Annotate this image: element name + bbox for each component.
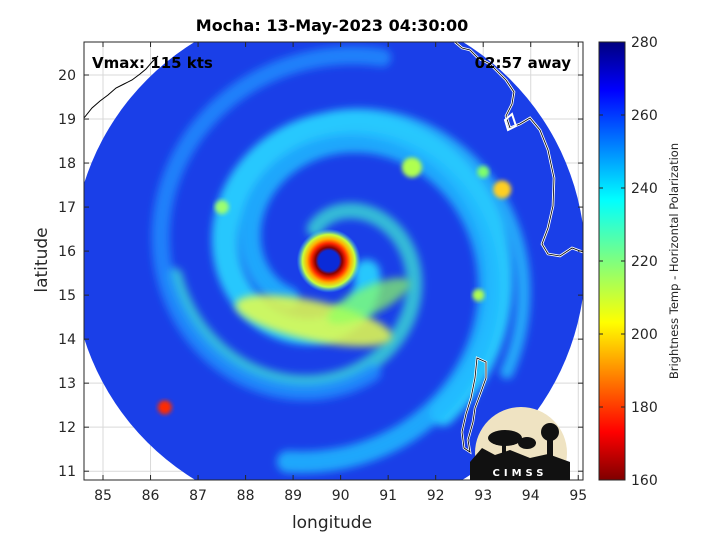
x-tick-label: 87 xyxy=(189,488,207,504)
colorbar: Brightness Temp - Horizontal Polarizatio… xyxy=(598,35,681,489)
convective-cell xyxy=(472,289,485,302)
convective-band xyxy=(327,277,410,324)
coastline-india xyxy=(84,55,159,119)
rain-band xyxy=(238,130,500,474)
vmax-label: Vmax: 115 kts xyxy=(92,54,213,72)
x-tick-label: 85 xyxy=(94,488,112,504)
colorbar-label: Brightness Temp - Horizontal Polarizatio… xyxy=(667,143,681,379)
colorbar-tick-label: 220 xyxy=(631,254,658,270)
convective-cell xyxy=(157,400,172,415)
islands-andaman-outline xyxy=(461,357,487,453)
convective-cell xyxy=(477,165,490,178)
x-tick-label: 89 xyxy=(284,488,302,504)
convective-cell xyxy=(214,200,229,215)
rain-band xyxy=(151,46,392,401)
y-tick-label: 15 xyxy=(58,288,76,304)
colorbar-tick-label: 240 xyxy=(631,181,658,197)
y-tick-label: 19 xyxy=(58,112,76,128)
x-tick-label: 91 xyxy=(379,488,397,504)
colorbar-tick-label: 260 xyxy=(631,108,658,124)
axis-ticks: 85 86 87 88 89 90 91 92 93 94 95 11 12 13 14 15 16 17 18 19… xyxy=(58,42,587,504)
eye xyxy=(318,250,339,271)
y-tick-label: 20 xyxy=(58,68,76,84)
colorbar-tick-label: 280 xyxy=(631,35,658,51)
colorbar-gradient xyxy=(598,41,626,481)
coastlines xyxy=(84,42,583,455)
y-tick-label: 14 xyxy=(58,332,76,348)
axes-frame xyxy=(83,41,584,481)
x-tick-label: 94 xyxy=(522,488,540,504)
y-tick-label: 12 xyxy=(58,420,76,436)
y-tick-label: 16 xyxy=(58,244,76,260)
colorbar-tick-label: 160 xyxy=(631,473,658,489)
convective-band xyxy=(235,295,393,347)
y-tick-label: 13 xyxy=(58,376,76,392)
convective-cell xyxy=(401,157,422,178)
y-tick-label: 17 xyxy=(58,200,76,216)
x-tick-label: 92 xyxy=(427,488,445,504)
x-axis-label: longitude xyxy=(292,513,372,533)
x-tick-label: 95 xyxy=(569,488,587,504)
y-tick-label: 18 xyxy=(58,156,76,172)
colorbar-tick-label: 180 xyxy=(631,400,658,416)
island-small xyxy=(503,112,518,132)
time-away-label: 02:57 away xyxy=(475,54,572,72)
y-axis-label: latitude xyxy=(32,227,52,292)
cimss-logo: CIMSS xyxy=(470,407,570,480)
x-tick-label: 88 xyxy=(237,488,255,504)
y-tick-label: 11 xyxy=(58,464,76,480)
cimss-logo-text: CIMSS xyxy=(493,468,548,479)
chart-title: Mocha: 13-May-2023 04:30:00 xyxy=(196,16,468,35)
rain-band xyxy=(228,108,531,379)
x-tick-label: 90 xyxy=(332,488,350,504)
rain-bands xyxy=(151,46,531,474)
microwave-swath xyxy=(84,42,583,480)
x-tick-label: 86 xyxy=(142,488,160,504)
colorbar-tick-label: 200 xyxy=(631,327,658,343)
coastline-bangladesh-myanmar-outline xyxy=(454,42,583,257)
x-tick-label: 93 xyxy=(474,488,492,504)
convective-cell xyxy=(493,180,512,199)
